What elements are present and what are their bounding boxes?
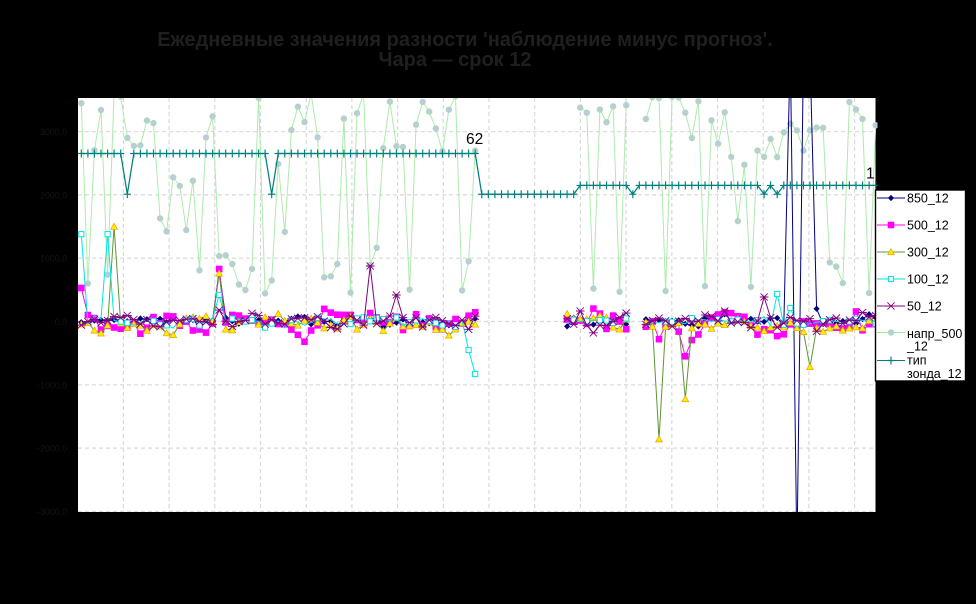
svg-text:-3000,0: -3000,0 [37, 507, 67, 517]
svg-text:зонда_12: зонда_12 [907, 367, 962, 381]
svg-text:Чара — срок 12: Чара — срок 12 [379, 49, 532, 71]
svg-text:тип: тип [907, 354, 926, 368]
svg-text:100_12: 100_12 [907, 272, 949, 286]
svg-text:50_12: 50_12 [907, 299, 942, 313]
svg-text:300_12: 300_12 [907, 245, 949, 259]
svg-text:напр_500: напр_500 [907, 327, 962, 341]
svg-text:Ежедневные значения разности ': Ежедневные значения разности 'наблюдение… [157, 29, 773, 51]
svg-text:1000,0: 1000,0 [40, 254, 67, 264]
svg-text:3000,0: 3000,0 [40, 127, 67, 137]
svg-text:_12: _12 [906, 340, 928, 354]
svg-text:0,0: 0,0 [55, 317, 67, 327]
svg-text:500_12: 500_12 [907, 218, 949, 232]
svg-text:12: 12 [866, 166, 883, 183]
svg-text:850_12: 850_12 [907, 191, 949, 205]
svg-text:2000,0: 2000,0 [40, 190, 67, 200]
svg-text:-1000,0: -1000,0 [37, 380, 67, 390]
svg-text:62: 62 [466, 131, 483, 148]
svg-text:-2000,0: -2000,0 [37, 444, 67, 454]
